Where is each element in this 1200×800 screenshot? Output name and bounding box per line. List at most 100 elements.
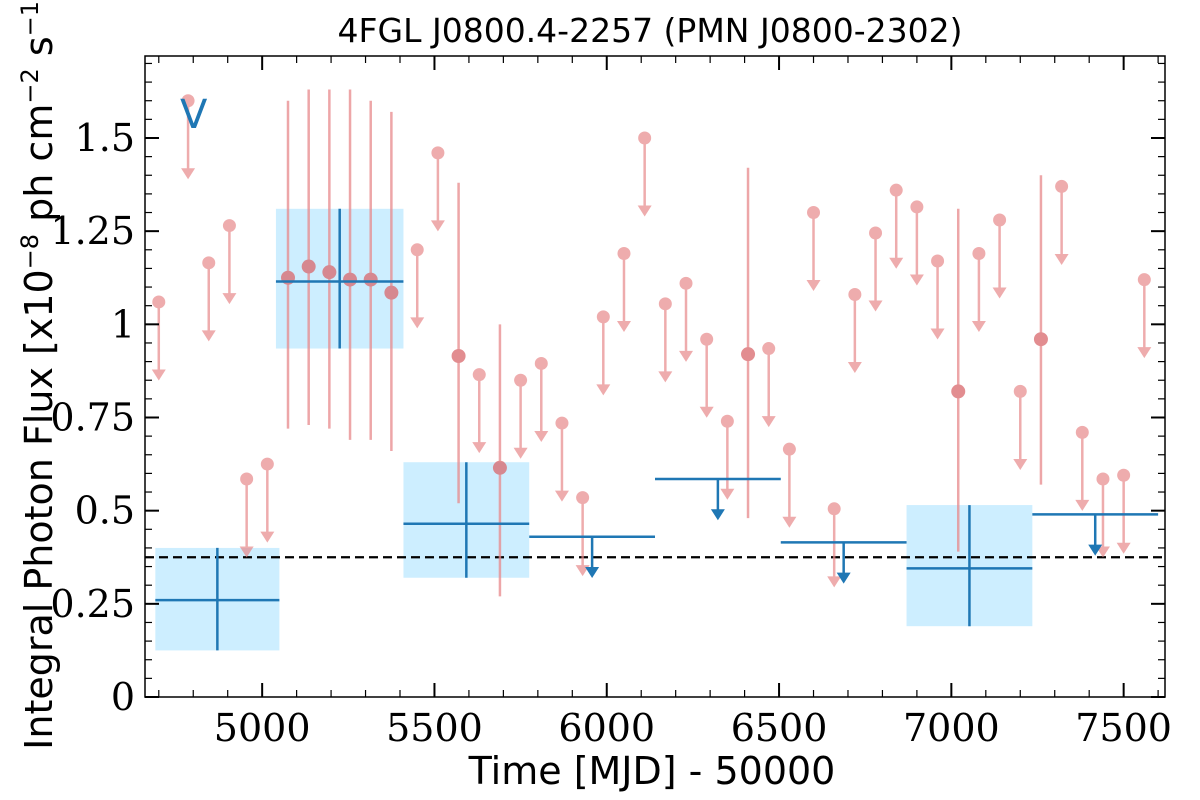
fine-upper-limit-35 bbox=[1116, 468, 1131, 554]
coarse-upper-limit-1 bbox=[655, 477, 781, 521]
fine-upper-limit-15 bbox=[637, 131, 652, 217]
fine-upper-limit-point bbox=[1117, 468, 1131, 482]
fine-upper-limit-arrow bbox=[513, 447, 528, 459]
fine-upper-limit-point bbox=[202, 256, 216, 270]
fine-detection-point bbox=[741, 347, 756, 362]
coarse-upper-limit-arrow bbox=[585, 567, 600, 579]
fine-upper-limit-point bbox=[1013, 384, 1027, 398]
fine-detection-point bbox=[951, 384, 966, 399]
fine-upper-limit-36 bbox=[1137, 273, 1152, 359]
fine-detection-10 bbox=[1033, 175, 1048, 485]
fine-upper-limit-arrow bbox=[222, 293, 237, 305]
fine-detection-7 bbox=[492, 324, 507, 597]
fine-upper-limit-6 bbox=[410, 243, 425, 329]
chart-title: 4FGL J0800.4-2257 (PMN J0800-2302) bbox=[338, 11, 963, 50]
fine-upper-limit-point bbox=[1096, 472, 1110, 486]
annotation-label: V bbox=[180, 92, 208, 138]
coarse-bin-layer bbox=[155, 208, 1159, 651]
fine-upper-limit-point bbox=[827, 502, 841, 516]
fine-upper-limit-31 bbox=[1013, 384, 1028, 470]
fine-detection-1 bbox=[301, 89, 316, 425]
x-axis-label: Time [MJD] - 50000 bbox=[468, 749, 836, 793]
x-tick-label: 5500 bbox=[386, 706, 483, 750]
y-tick-label: 1 bbox=[111, 302, 135, 346]
fine-upper-limit-21 bbox=[782, 442, 797, 528]
axis-ticks: 5000 5500 6000 6500 7000 7500 0 0.25 0.5 0.75 1 1.2… bbox=[50, 56, 1172, 750]
fine-upper-limit-arrow bbox=[637, 205, 652, 217]
fine-upper-limit-32 bbox=[1054, 179, 1069, 265]
x-tick-label: 7000 bbox=[903, 706, 1000, 750]
fine-detection-6 bbox=[451, 182, 466, 504]
y-axis-label-exp3: −1 bbox=[16, 1, 44, 36]
fine-upper-limit-arrow bbox=[889, 257, 904, 269]
fine-detection-8 bbox=[741, 167, 756, 519]
x-tick-label: 6000 bbox=[558, 706, 655, 750]
y-tick-label: 1.5 bbox=[75, 116, 135, 160]
fine-upper-limit-20 bbox=[761, 342, 776, 428]
coarse-upper-limit-arrow bbox=[1088, 544, 1103, 556]
fine-upper-limit-0 bbox=[151, 295, 166, 381]
fine-upper-limit-point bbox=[910, 200, 924, 214]
fine-upper-limit-arrow bbox=[1095, 546, 1110, 558]
fine-upper-limit-arrow bbox=[260, 531, 275, 543]
fine-upper-limit-point bbox=[889, 183, 903, 197]
fine-upper-limit-point bbox=[782, 442, 796, 456]
fine-upper-limit-30 bbox=[992, 213, 1007, 299]
fine-upper-limit-3 bbox=[222, 219, 237, 305]
fine-upper-limit-point bbox=[514, 373, 528, 387]
fine-upper-limit-arrow bbox=[827, 576, 842, 588]
fine-bin-layer bbox=[151, 89, 1152, 597]
fine-upper-limit-arrow bbox=[616, 321, 631, 333]
fine-upper-limit-point bbox=[431, 146, 445, 160]
fine-upper-limit-11 bbox=[554, 416, 569, 502]
fine-upper-limit-point bbox=[807, 206, 821, 220]
fine-upper-limit-28 bbox=[930, 254, 945, 340]
fine-upper-limit-point bbox=[848, 288, 862, 302]
fine-upper-limit-arrow bbox=[472, 442, 487, 454]
y-axis-label-units: ph cm bbox=[17, 104, 61, 234]
coarse-detection-0 bbox=[155, 547, 280, 651]
fine-upper-limit-13 bbox=[596, 310, 611, 396]
coarse-detection-1 bbox=[275, 208, 404, 349]
fine-detection-3 bbox=[343, 89, 358, 440]
fine-upper-limit-5 bbox=[260, 457, 275, 543]
fine-upper-limit-arrow bbox=[1075, 499, 1090, 511]
y-tick-label: 0.25 bbox=[50, 582, 135, 626]
fine-upper-limit-arrow bbox=[201, 330, 216, 342]
fine-upper-limit-arrow bbox=[534, 430, 549, 442]
fine-upper-limit-arrow bbox=[679, 350, 694, 362]
fine-upper-limit-point bbox=[869, 226, 883, 240]
coarse-detection-3 bbox=[906, 505, 1033, 627]
fine-upper-limit-arrow bbox=[1013, 458, 1028, 470]
fine-detection-point bbox=[1033, 332, 1048, 347]
fine-detection-point bbox=[301, 259, 316, 274]
fine-upper-limit-33 bbox=[1075, 425, 1090, 511]
coarse-upper-limit-0 bbox=[529, 535, 655, 579]
fine-upper-limit-arrow bbox=[782, 516, 797, 528]
fine-upper-limit-19 bbox=[720, 414, 735, 500]
fine-upper-limit-arrow bbox=[554, 490, 569, 502]
fine-upper-limit-26 bbox=[889, 183, 904, 269]
y-axis-label-exp2: −2 bbox=[16, 68, 44, 103]
fine-upper-limit-34 bbox=[1095, 472, 1110, 558]
fine-upper-limit-arrow bbox=[410, 317, 425, 329]
fine-upper-limit-arrow bbox=[1137, 347, 1152, 359]
fine-upper-limit-arrow bbox=[658, 371, 673, 383]
fine-upper-limit-point bbox=[596, 310, 610, 324]
x-tick-label: 7500 bbox=[1075, 706, 1172, 750]
fine-upper-limit-17 bbox=[679, 276, 694, 362]
fine-upper-limit-point bbox=[700, 332, 714, 346]
fine-upper-limit-arrow bbox=[699, 406, 714, 418]
fine-upper-limit-point bbox=[260, 457, 274, 471]
plot-border bbox=[144, 55, 1166, 698]
fine-upper-limit-point bbox=[617, 247, 631, 261]
x-tick-label: 5000 bbox=[214, 706, 311, 750]
plot-frame bbox=[144, 55, 1166, 698]
y-tick-label: 0 bbox=[111, 675, 135, 719]
fine-upper-limit-27 bbox=[909, 200, 924, 286]
fine-detection-2 bbox=[322, 89, 337, 429]
y-tick-label: 1.25 bbox=[50, 209, 135, 253]
x-tick-label: 6500 bbox=[731, 706, 828, 750]
fine-upper-limit-point bbox=[222, 219, 236, 233]
fine-upper-limit-18 bbox=[699, 332, 714, 418]
